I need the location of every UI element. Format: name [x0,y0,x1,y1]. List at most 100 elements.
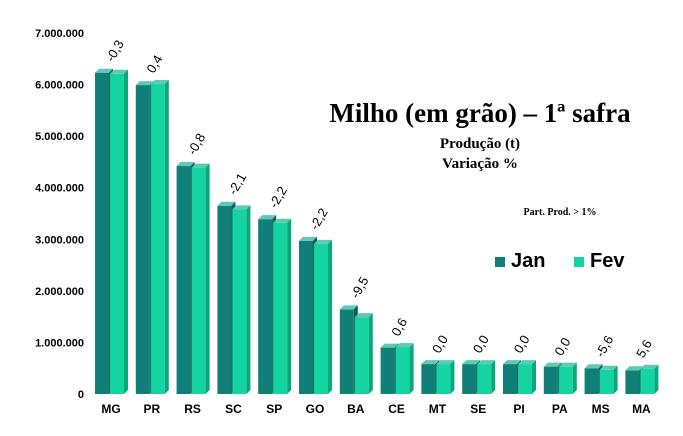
bar-top [232,205,251,210]
bar-side [572,362,577,394]
bar-fev-ms [599,365,618,394]
bar-front [273,222,288,394]
y-tick-label: 7.000.000 [35,28,84,40]
chart-title: Milho (em grão) – 1ª safra [329,98,631,128]
bar-front [176,166,191,394]
x-tick-label-pi: PI [513,402,524,416]
bar-front [436,364,451,394]
bar-side [287,218,292,394]
bar-top [191,163,210,168]
bar-front [503,364,517,394]
bar-front [421,364,436,394]
bar-front [95,72,109,395]
x-tick-label-pa: PA [552,402,568,416]
bar-fev-pi [518,360,536,394]
bar-top [273,218,292,223]
variation-label-ms: -5,6 [592,333,616,360]
bar-front [543,366,558,394]
bar-front [191,167,206,394]
bar-top [584,364,603,369]
y-tick-label: 1.000.000 [35,337,84,349]
x-tick-label-se: SE [470,402,486,416]
x-tick-label-rs: RS [184,402,201,416]
bar-top [625,366,644,371]
bar-side [409,343,414,394]
bar-side [164,80,169,394]
legend-swatch-jan [495,256,505,267]
x-tick-label-mt: MT [429,402,447,416]
bar-front [584,368,599,394]
x-tick-label-ce: CE [388,402,405,416]
bar-fev-go [314,239,332,394]
legend-label-jan: Jan [511,250,546,272]
variation-label-pi: 0,0 [511,332,533,355]
bar-fev-pr [150,80,169,394]
bar-front [217,205,232,394]
legend-swatch-fev [574,256,584,267]
bar-front [518,364,532,394]
bar-top [558,362,577,367]
bar-top [354,313,373,318]
x-tick-label-pr: PR [143,402,160,416]
chart-subtitle-production: Produção (t) [439,136,521,152]
bar-top [299,236,317,241]
x-tick-label-ms: MS [592,402,610,416]
bar-front [558,366,573,394]
x-tick-label-sc: SC [225,402,242,416]
bar-front [314,243,328,394]
variation-label-sc: -2,1 [225,170,249,197]
y-tick-label: 4.000.000 [35,183,84,195]
bar-front [110,73,124,395]
bar-top [462,360,481,365]
bar-fev-ba [354,313,373,394]
legend-label-fev: Fev [590,250,625,272]
bar-fev-mg [110,69,128,395]
bar-front [135,85,150,394]
bar-side [532,360,536,394]
bar-top [477,360,496,365]
bar-top [217,201,236,206]
x-tick-label-sp: SP [266,402,282,416]
variation-label-sp: -2,2 [266,184,290,211]
bar-side [450,360,455,394]
bar-fev-sp [273,218,292,394]
bar-side [205,163,210,394]
bar-front [599,369,614,394]
bar-top [110,69,128,74]
bar-fev-ce [395,343,414,394]
bar-front [395,347,410,394]
bar-side [654,364,659,394]
bar-fev-pa [558,362,577,394]
bar-top [518,360,536,365]
x-tick-label-ma: MA [632,402,651,416]
y-tick-label: 2.000.000 [35,286,84,298]
variation-label-pa: 0,0 [551,335,573,358]
variation-label-go: -2,2 [307,205,331,232]
variation-label-mt: 0,0 [429,332,451,355]
bar-fev-mt [436,360,455,394]
bar-front [150,84,165,394]
bar-front [299,240,313,394]
bar-top [176,162,195,167]
variation-label-mg: -0,3 [103,37,127,64]
bar-top [421,360,440,365]
bar-side [246,205,251,394]
variation-label-ba: -9,5 [347,274,371,301]
bar-front [258,219,273,394]
bar-side [124,69,128,395]
y-tick-label: 5.000.000 [35,131,84,143]
variation-label-ce: 0,6 [388,315,410,338]
bar-top [395,343,414,348]
bar-side [613,365,618,394]
y-tick-label: 0 [78,389,84,401]
legend-item-jan: Jan [495,250,545,273]
variation-label-rs: -0,8 [184,131,208,158]
bar-front [640,368,655,394]
bar-top [599,365,618,370]
bar-fev-sc [232,205,251,394]
bar-top [150,80,169,85]
bar-side [368,313,373,394]
y-tick-label: 6.000.000 [35,80,84,92]
x-tick-label-mg: MG [101,402,120,416]
